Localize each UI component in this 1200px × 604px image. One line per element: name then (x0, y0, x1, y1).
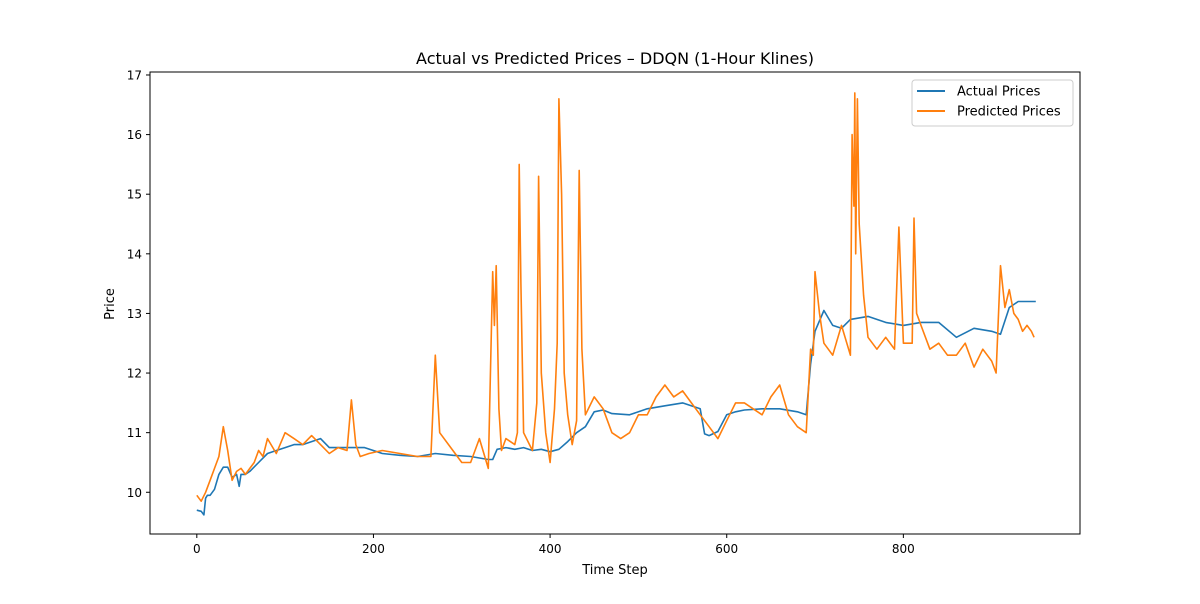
x-tick-label: 200 (362, 542, 385, 556)
x-tick-label: 0 (193, 542, 201, 556)
y-tick-label: 10 (127, 486, 142, 500)
x-tick-label: 400 (539, 542, 562, 556)
plot-area (196, 92, 1036, 516)
chart-title: Actual vs Predicted Prices – DDQN (1-Hou… (416, 49, 814, 68)
legend: Actual Prices Predicted Prices (911, 79, 1074, 127)
y-tick-label: 15 (127, 188, 142, 202)
axes: 0 200 400 600 800 10 11 12 13 14 15 16 17 (127, 68, 1081, 556)
series-line-predicted-prices (196, 92, 1035, 503)
y-axis-label: Price (103, 288, 118, 320)
y-tick-label: 12 (127, 367, 142, 381)
x-tick-label: 600 (715, 542, 738, 556)
y-tick-label: 16 (127, 128, 142, 142)
legend-box (911, 79, 1074, 127)
x-tick-label: 800 (892, 542, 915, 556)
legend-label: Actual Prices (957, 85, 1041, 100)
y-tick-label: 13 (127, 307, 142, 321)
series-line-actual-prices (196, 300, 1036, 516)
y-tick-label: 17 (127, 68, 142, 82)
legend-label: Predicted Prices (957, 105, 1061, 120)
x-axis-label: Time Step (581, 563, 648, 578)
y-tick-label: 11 (127, 426, 142, 440)
y-tick-label: 14 (127, 247, 142, 261)
axes-frame (149, 71, 1081, 535)
